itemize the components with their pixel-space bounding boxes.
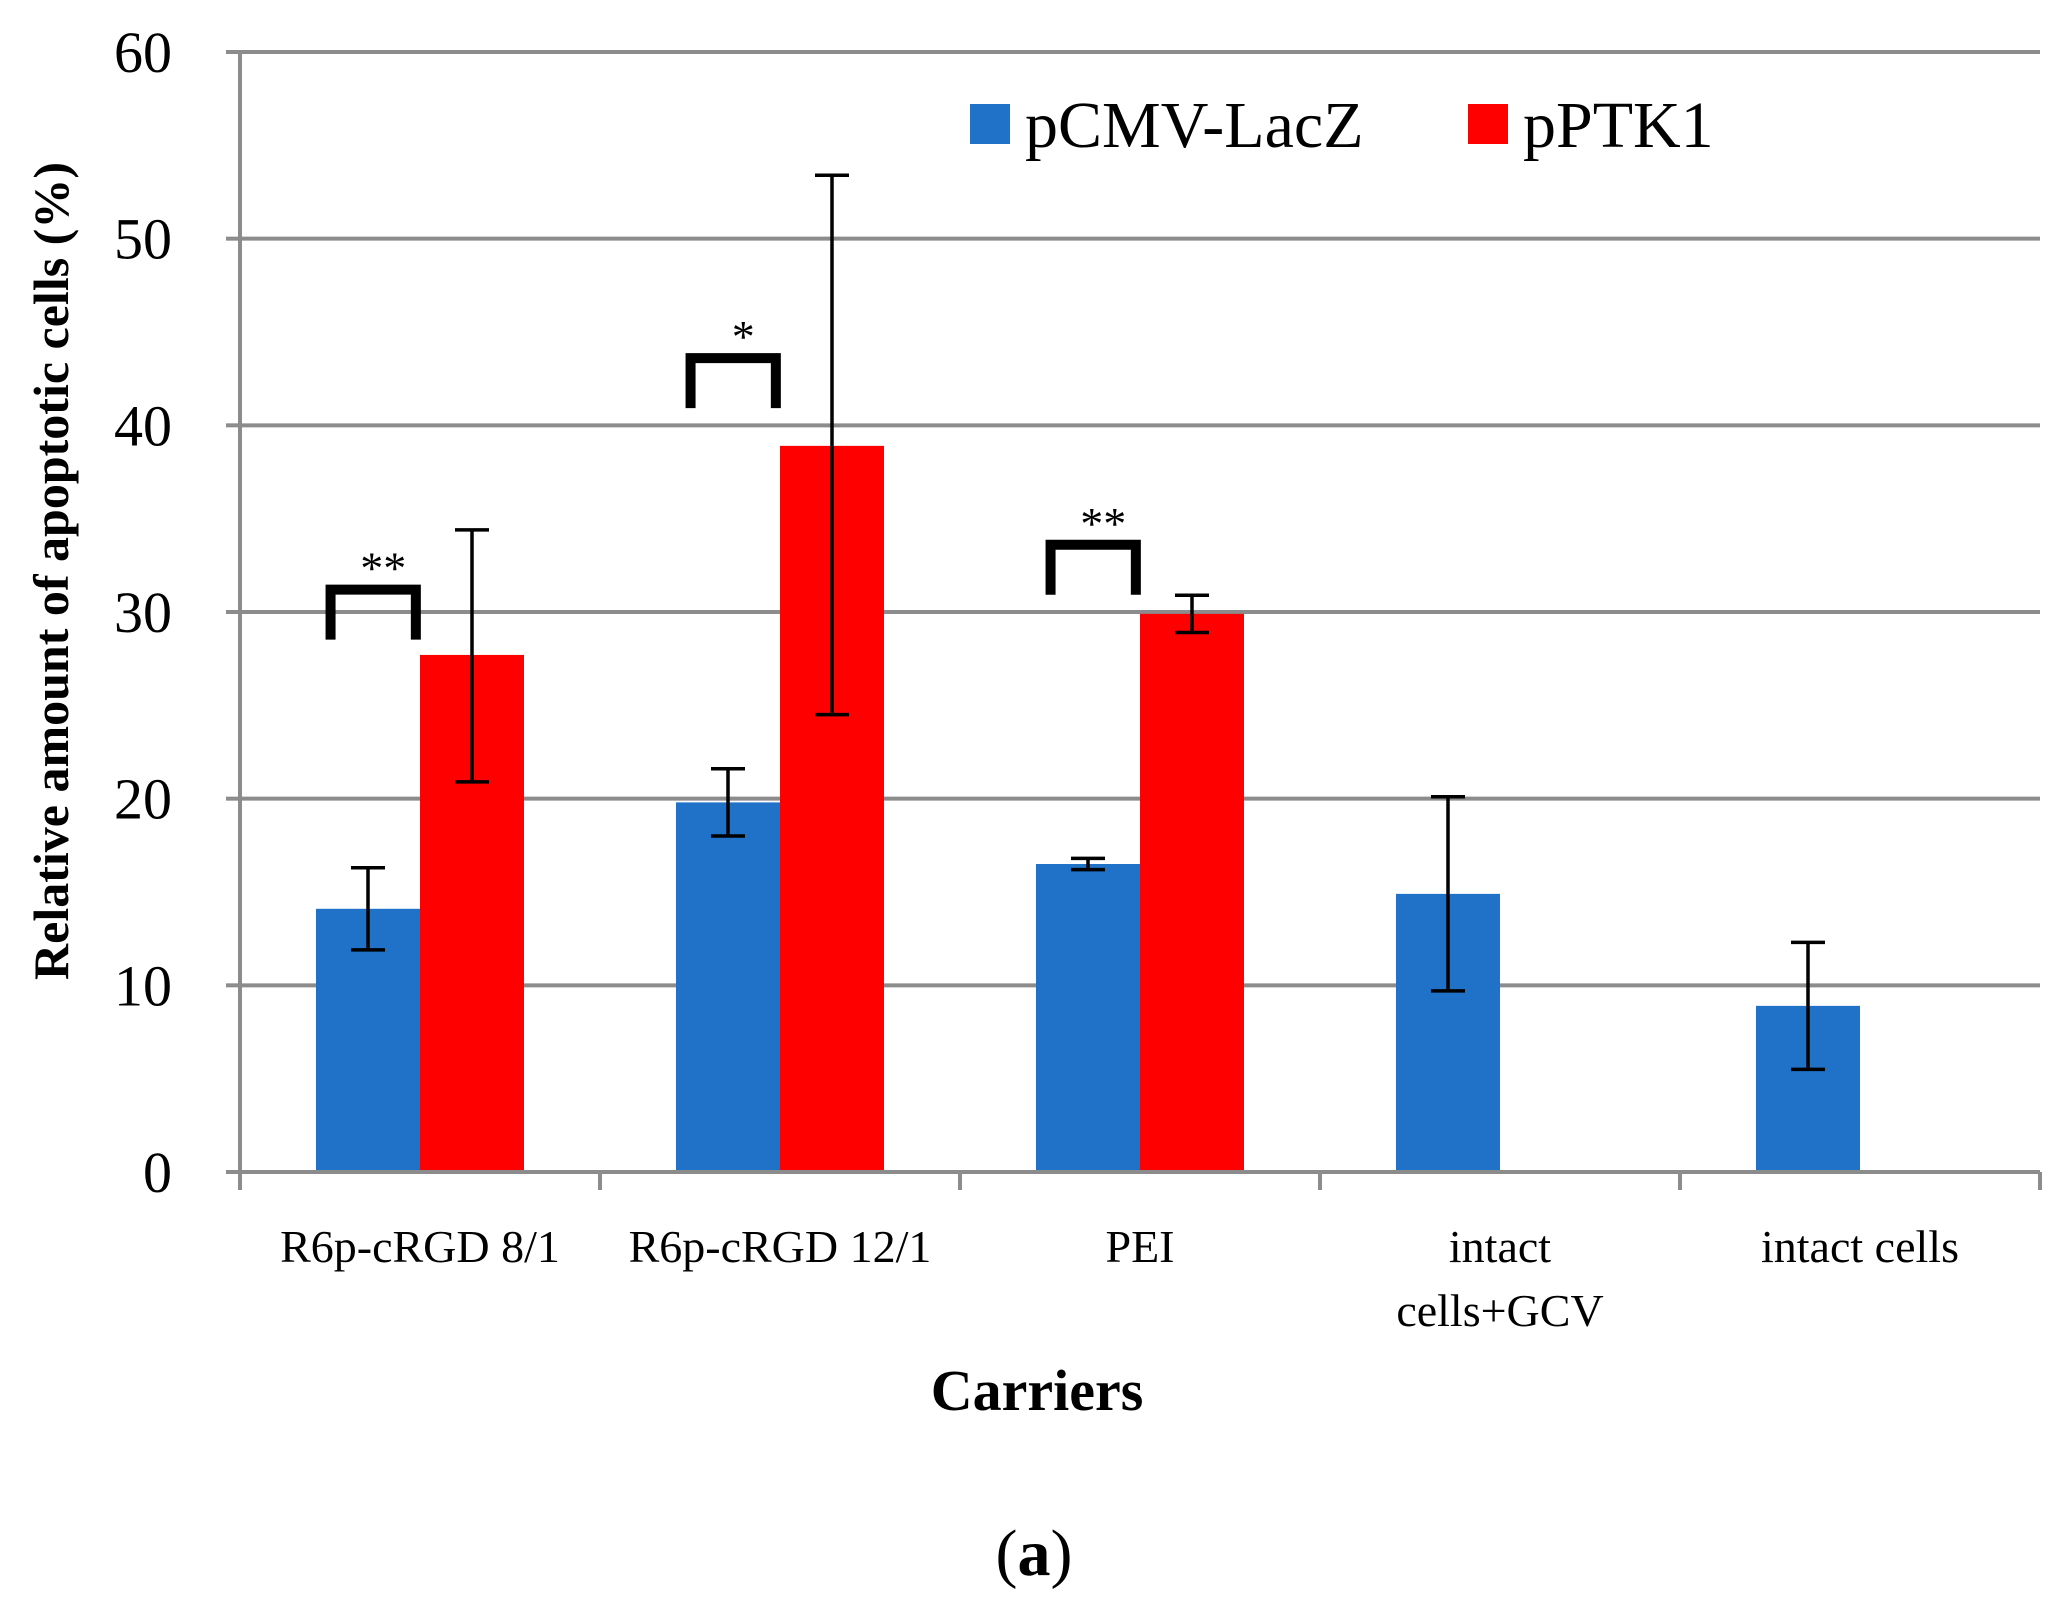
significance-label: ** bbox=[360, 543, 406, 594]
figure-label: (a) bbox=[996, 1517, 1073, 1590]
y-axis-ticks: 0 10 20 30 40 50 60 bbox=[114, 20, 240, 1205]
bar-pcmv-lacz bbox=[1036, 864, 1140, 1172]
bar-pcmv-lacz bbox=[316, 908, 420, 1172]
x-category-label: intact bbox=[1449, 1221, 1551, 1272]
y-tick-label: 50 bbox=[114, 207, 172, 272]
x-category-label: PEI bbox=[1106, 1221, 1175, 1272]
y-axis-title: Relative amount of apoptotic cells (%) bbox=[23, 162, 79, 980]
y-tick-label: 40 bbox=[114, 393, 172, 458]
y-tick-label: 60 bbox=[114, 20, 172, 85]
x-category-label: intact cells bbox=[1761, 1221, 1959, 1272]
error-bars bbox=[351, 173, 1825, 1072]
y-tick-label: 10 bbox=[114, 953, 172, 1018]
x-category-label: R6p-cRGD 8/1 bbox=[280, 1221, 560, 1272]
y-tick-label: 20 bbox=[114, 767, 172, 832]
significance-label: ** bbox=[1080, 498, 1126, 549]
axes bbox=[238, 52, 2042, 1190]
bars bbox=[316, 445, 1860, 1172]
significance-label: * bbox=[732, 311, 755, 362]
legend-label-pptk1: pPTK1 bbox=[1523, 89, 1714, 162]
significance-markers: ***** bbox=[325, 311, 1141, 640]
legend-swatch-pcmv-lacz bbox=[970, 104, 1010, 144]
x-axis-category-labels: R6p-cRGD 8/1 R6p-cRGD 12/1 PEI intact cells+… bbox=[280, 1221, 1959, 1336]
legend: pCMV-LacZ pPTK1 bbox=[970, 89, 1714, 162]
bar-pcmv-lacz bbox=[676, 802, 780, 1172]
bar-pptk1 bbox=[1140, 613, 1244, 1172]
x-category-label: R6p-cRGD 12/1 bbox=[629, 1221, 932, 1272]
grid-lines bbox=[240, 50, 2040, 988]
x-axis-title: Carriers bbox=[931, 1358, 1144, 1423]
legend-swatch-pptk1 bbox=[1468, 104, 1508, 144]
significance-bracket bbox=[325, 584, 421, 640]
y-tick-label: 30 bbox=[114, 580, 172, 645]
significance-bracket bbox=[1045, 539, 1141, 595]
x-category-label: cells+GCV bbox=[1396, 1285, 1603, 1336]
y-tick-label: 0 bbox=[143, 1140, 172, 1205]
significance-bracket bbox=[685, 353, 781, 409]
legend-label-pcmv-lacz: pCMV-LacZ bbox=[1025, 89, 1364, 162]
